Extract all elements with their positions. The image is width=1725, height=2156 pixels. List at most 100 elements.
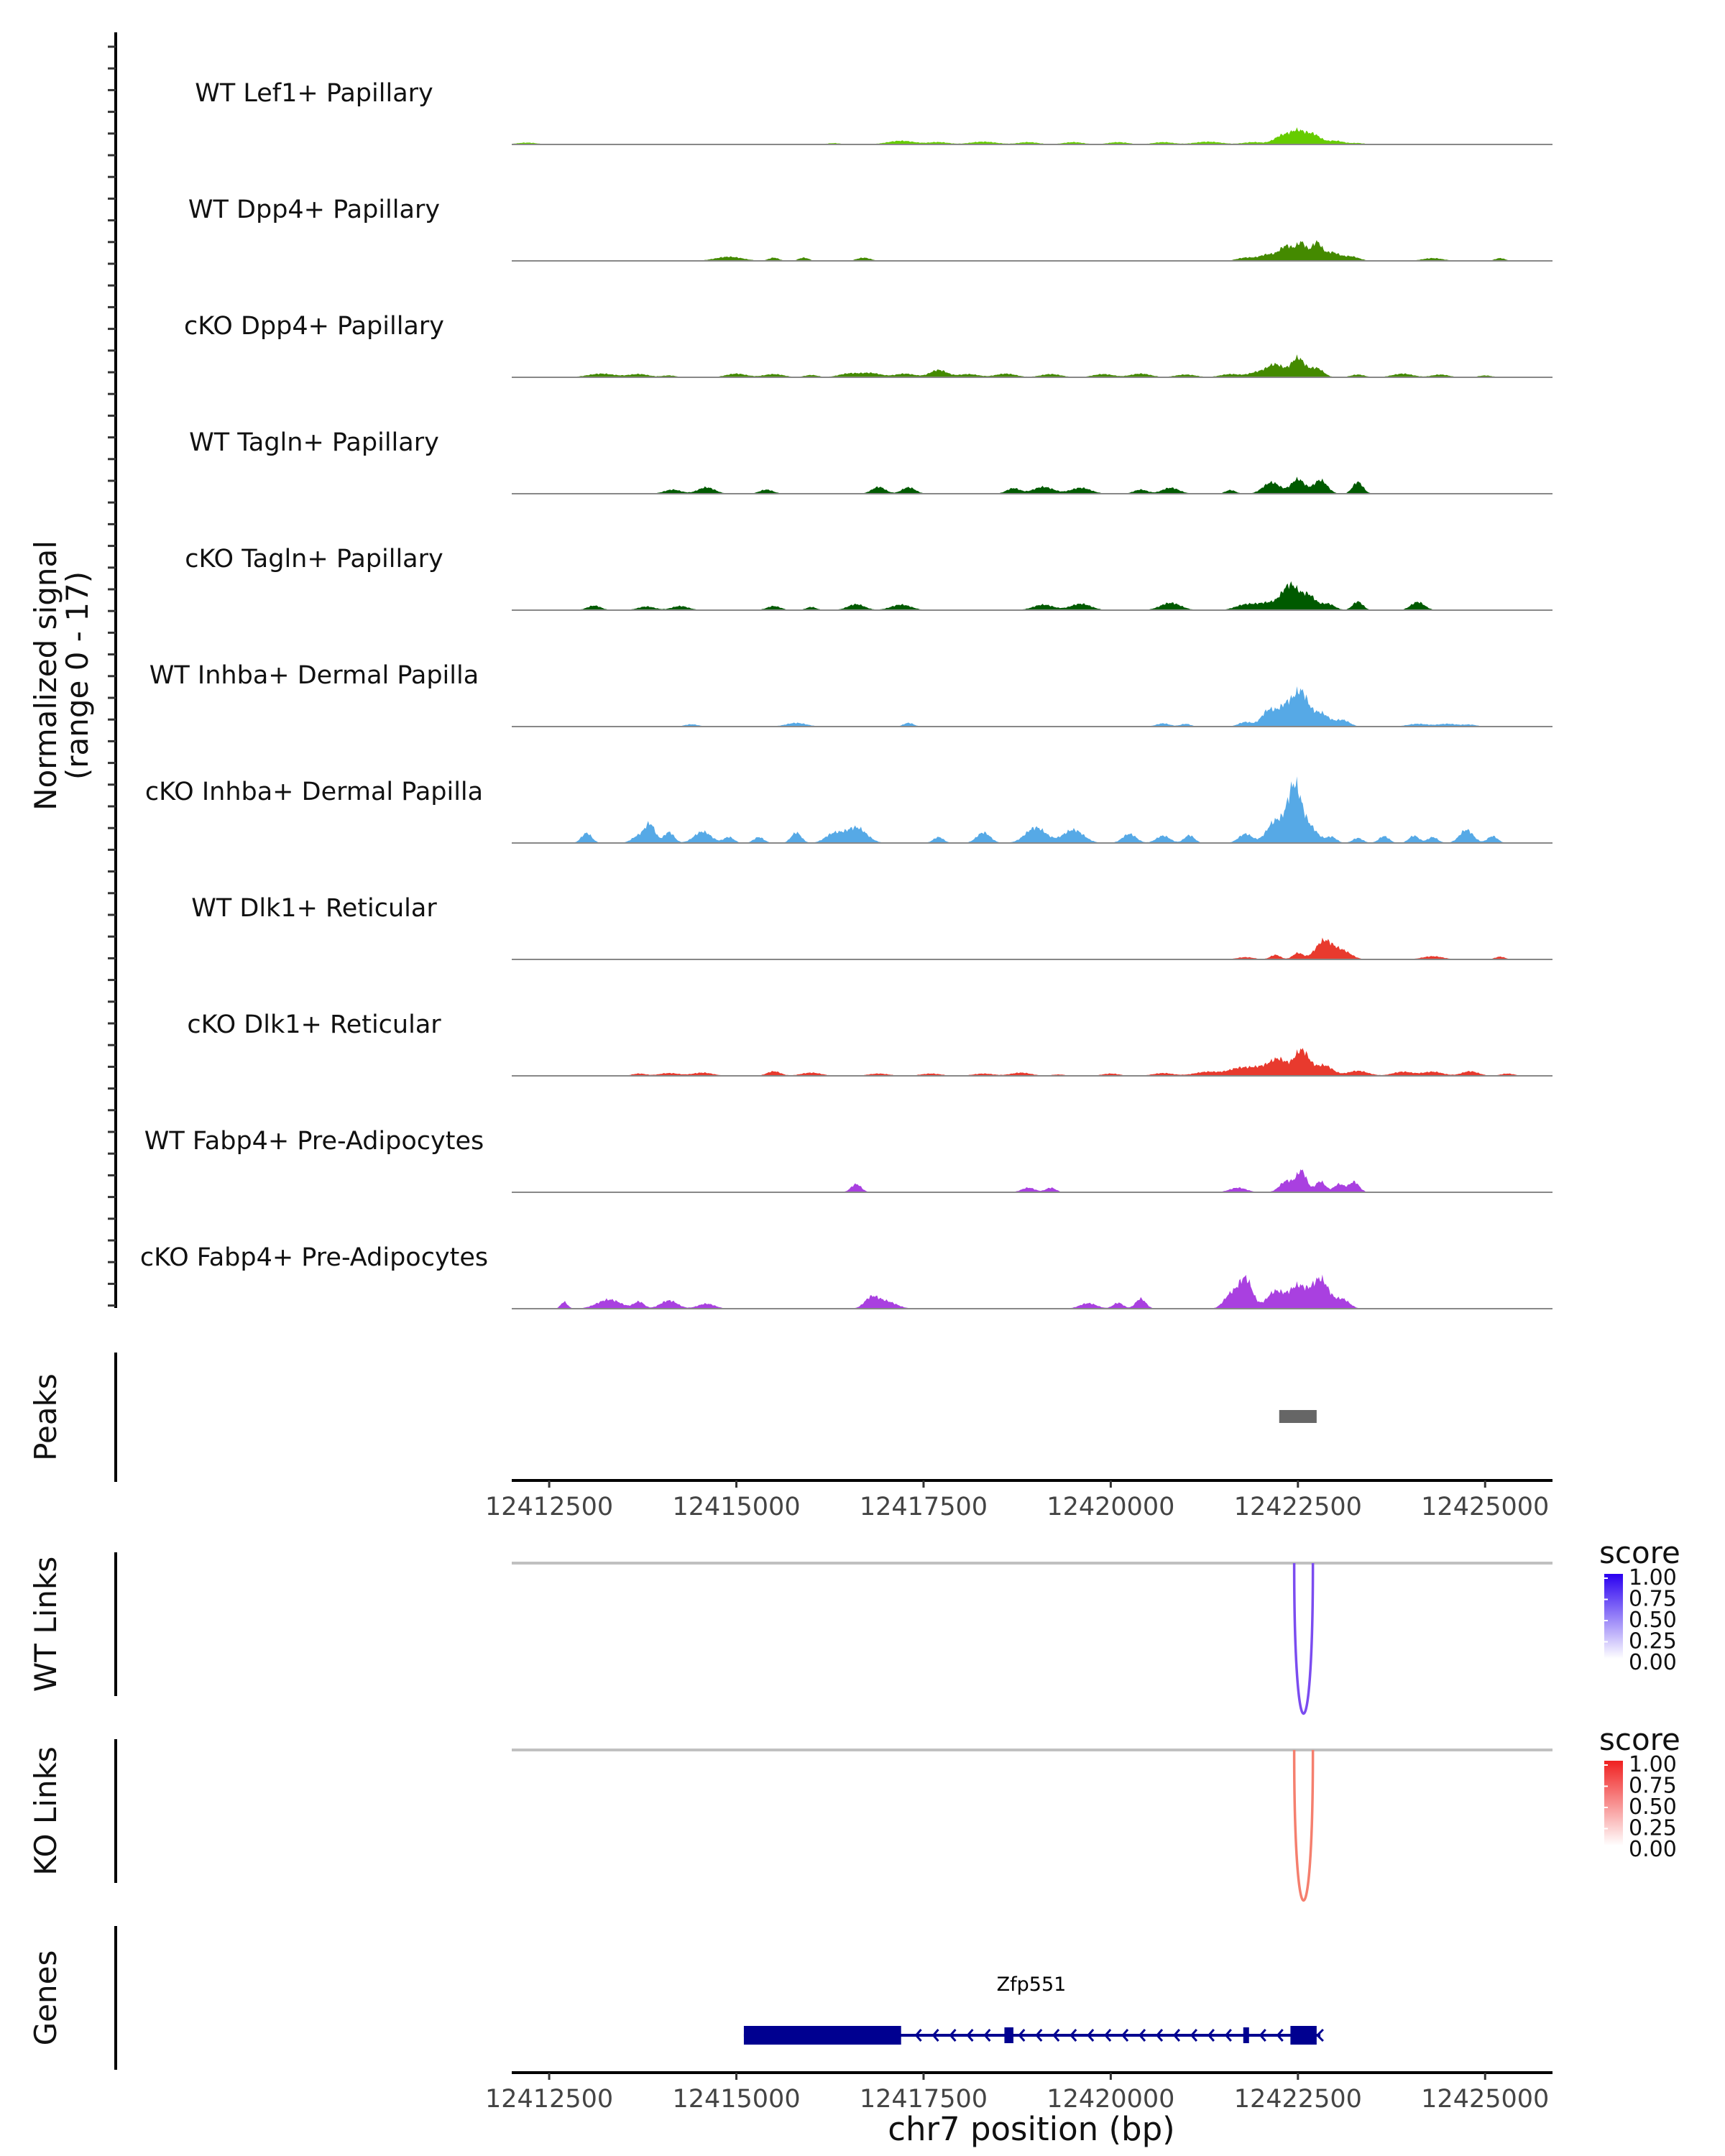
coverage-track-label: cKO Dlk1+ Reticular: [187, 1010, 441, 1039]
gene-model: [743, 2026, 1324, 2045]
coverage-panel: WT Lef1+ Papillary WT Dpp4+ Papillary cKO …: [28, 32, 1552, 1309]
coverage-track-6: cKO Inhba+ Dermal Papilla: [145, 776, 1552, 844]
links-legend-label: 0.25: [1629, 1629, 1677, 1654]
x-tick-label: 12420000: [1046, 1493, 1174, 1521]
links-legend-colorbar: [1604, 1761, 1623, 1846]
strand-arrow: [1315, 2028, 1324, 2042]
strand-arrow: [1172, 2029, 1181, 2042]
strand-arrow: [1035, 2029, 1043, 2042]
peak-interval: [1279, 1410, 1317, 1423]
strand-arrow: [1190, 2029, 1198, 2042]
gene-exon: [743, 2026, 901, 2045]
coverage-track-label: cKO Dpp4+ Papillary: [184, 312, 444, 341]
genes-panel: Genes Zfp551 12412500 12415000 12417500 124…: [28, 1926, 1552, 2148]
strand-arrow: [966, 2029, 974, 2042]
links-legend-title: score: [1599, 1535, 1680, 1570]
coverage-area: [512, 686, 1552, 727]
links-legend-label: 1.00: [1629, 1752, 1677, 1777]
strand-arrow: [1121, 2029, 1129, 2042]
coverage-area: [512, 1274, 1552, 1309]
genes-track-label: Genes: [28, 1950, 63, 2046]
gene-exon: [1243, 2027, 1249, 2043]
strand-arrow: [1155, 2029, 1164, 2042]
coverage-area: [512, 1169, 1552, 1192]
strand-arrow: [1259, 2029, 1266, 2042]
coverage-area: [512, 240, 1552, 261]
coverage-track-7: WT Dlk1+ Reticular: [191, 894, 1552, 960]
coverage-track-3: WT Tagln+ Papillary: [189, 428, 1552, 494]
strand-arrow: [1018, 2029, 1026, 2042]
links-legend-label: 0.25: [1629, 1816, 1677, 1841]
links-legend-label: 0.00: [1629, 1837, 1677, 1862]
x-tick-label: 12417500: [860, 2085, 988, 2114]
coverage-area: [512, 354, 1552, 377]
strand-arrow: [1070, 2029, 1077, 2042]
strand-arrow: [1224, 2029, 1232, 2042]
coverage-area: [512, 127, 1552, 144]
strand-arrow: [932, 2029, 939, 2042]
links-track-label: KO Links: [28, 1746, 63, 1876]
gene-exon: [1004, 2027, 1013, 2043]
peak-intervals: [1279, 1410, 1317, 1423]
strand-arrow: [1087, 2029, 1095, 2042]
x-tick-label: 12415000: [672, 2085, 800, 2114]
coverage-track-label: WT Inhba+ Dermal Papilla: [150, 661, 479, 690]
coverage-track-8: cKO Dlk1+ Reticular: [187, 1010, 1552, 1077]
link-arc: [1292, 1562, 1315, 1715]
strand-arrow: [949, 2029, 957, 2042]
coverage-area: [512, 581, 1552, 610]
links-track-label: WT Links: [28, 1557, 63, 1692]
coverage-track-label: WT Fabp4+ Pre-Adipocytes: [144, 1127, 484, 1156]
x-tick-label: 12422500: [1234, 1493, 1362, 1521]
strand-arrow: [1276, 2029, 1284, 2042]
coverage-area: [512, 937, 1552, 959]
gene-exon: [1290, 2026, 1317, 2045]
bottom-x-axis-ticks: 12412500 12415000 12417500 12420000 12422500…: [485, 2073, 1549, 2114]
x-tick-label: 12412500: [485, 1493, 613, 1521]
coverage-track-label: cKO Fabp4+ Pre-Adipocytes: [140, 1243, 488, 1272]
coverage-track-label: WT Lef1+ Papillary: [195, 79, 433, 108]
strand-arrow: [1104, 2029, 1112, 2042]
strand-arrow: [1052, 2029, 1060, 2042]
coverage-track-0: WT Lef1+ Papillary: [195, 79, 1552, 145]
gene-name-label: Zfp551: [997, 1973, 1067, 1996]
coverage-track-label: cKO Tagln+ Papillary: [185, 545, 443, 573]
links-legend-colorbar: [1604, 1574, 1623, 1659]
peaks-panel: Peaks 12412500 12415000 12417500 12420000 12…: [28, 1353, 1552, 1521]
x-tick-label: 12425000: [1421, 2085, 1549, 2114]
x-tick-label: 12425000: [1421, 1493, 1549, 1521]
peaks-track-label: Peaks: [28, 1373, 63, 1461]
coverage-track-4: cKO Tagln+ Papillary: [185, 545, 1552, 611]
strand-arrow: [1138, 2029, 1146, 2042]
coverage-track-label: cKO Inhba+ Dermal Papilla: [145, 778, 483, 806]
coverage-track-5: WT Inhba+ Dermal Papilla: [150, 661, 1552, 727]
links-legend-label: 0.75: [1629, 1774, 1677, 1799]
links-legend-label: 0.50: [1629, 1795, 1677, 1820]
strand-arrow: [1207, 2029, 1215, 2042]
coverage-track-label: WT Dlk1+ Reticular: [191, 894, 437, 923]
x-tick-label: 12417500: [860, 1493, 988, 1521]
top-x-axis-ticks: 12412500 12415000 12417500 12420000 12422500…: [485, 1480, 1549, 1521]
x-tick-label: 12420000: [1046, 2085, 1174, 2114]
coverage-track-10: cKO Fabp4+ Pre-Adipocytes: [140, 1243, 1552, 1309]
links-legend-label: 0.00: [1629, 1650, 1677, 1675]
coverage-track-9: WT Fabp4+ Pre-Adipocytes: [144, 1127, 1552, 1193]
coverage-ylabel-line2: (range 0 - 17): [60, 571, 95, 780]
links-legend-title: score: [1599, 1722, 1680, 1757]
coverage-track-2: cKO Dpp4+ Papillary: [184, 312, 1552, 378]
coverage-track-1: WT Dpp4+ Papillary: [188, 195, 1552, 262]
coverage-track-label: WT Tagln+ Papillary: [189, 428, 439, 457]
coverage-area: [512, 1048, 1552, 1076]
coverage-area: [512, 776, 1552, 843]
x-tick-label: 12415000: [672, 1493, 800, 1521]
coverage-ylabel-line1: Normalized signal: [28, 540, 63, 811]
x-tick-label: 12422500: [1234, 2085, 1362, 2114]
links-legend-label: 0.75: [1629, 1587, 1677, 1612]
links-legend-label: 0.50: [1629, 1608, 1677, 1633]
strand-arrow: [914, 2029, 922, 2042]
coverage-tracks: WT Lef1+ Papillary WT Dpp4+ Papillary cKO …: [140, 79, 1552, 1309]
